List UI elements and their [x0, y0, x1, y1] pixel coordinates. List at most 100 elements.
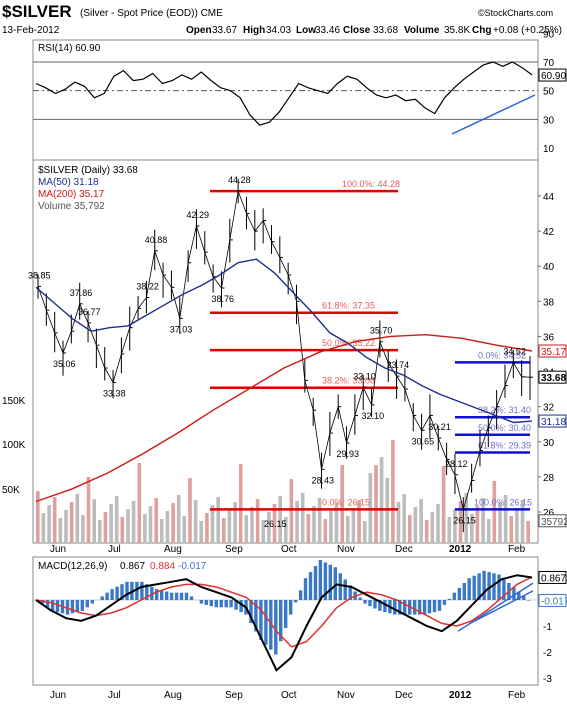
volume-bar: [165, 511, 170, 543]
volume-bar: [64, 510, 68, 543]
price-tick-label: 38: [543, 297, 555, 308]
macd-hist-bar: [467, 578, 471, 600]
fib-blue-label: 61.8%: 29.39: [478, 440, 531, 450]
volume-bar: [295, 501, 299, 543]
volume-bar: [419, 499, 423, 543]
macd-hist-bar: [65, 600, 70, 615]
rsi-value-badge: [538, 68, 567, 82]
volume-bar: [306, 514, 311, 543]
volume-bar: [58, 518, 63, 543]
volume-bar: [515, 508, 519, 543]
close-value: 33.68: [373, 25, 398, 36]
price-annotation: 29.93: [337, 449, 360, 459]
macd-hist-bar: [289, 600, 293, 615]
volume-bar: [391, 440, 395, 543]
volume-bar: [120, 517, 125, 543]
macd-hist-bar: [115, 586, 119, 600]
volume-bar: [379, 457, 384, 543]
macd-hist-bar: [219, 600, 223, 608]
volume-bar: [148, 506, 153, 543]
macd-hist-bar: [155, 589, 159, 600]
volume-bar: [188, 478, 192, 543]
price-annotation: 42.29: [186, 210, 209, 220]
macd-badge-label: -0.017: [541, 596, 567, 607]
price-annotation: 30.65: [412, 436, 435, 446]
macd-hist-bar: [120, 584, 124, 600]
volume-bar: [36, 491, 40, 543]
macd-badge-label: 0.867: [541, 573, 566, 584]
price-annotation: 34.52: [503, 346, 526, 356]
ma200-line: [35, 333, 533, 503]
volume-bar: [131, 501, 136, 543]
rsi-tick-label: 90: [543, 29, 555, 40]
macd-hist-bar: [145, 584, 149, 600]
ma200-legend: MA(200) 35.17: [38, 189, 105, 200]
macd-hist-bar: [279, 600, 283, 642]
volume-bar: [52, 497, 57, 543]
chg-value: +0.08 (+0.25%): [493, 25, 562, 36]
macd-hist-bar: [229, 600, 233, 608]
price-annotation: 28.43: [312, 475, 335, 485]
volume-bar: [436, 504, 440, 543]
chart-symbol: $SILVER: [2, 2, 72, 21]
macd-hist-bar: [373, 600, 377, 609]
macd-hist-bar: [358, 597, 362, 600]
volume-bar: [267, 512, 271, 543]
volume-bar: [171, 503, 175, 543]
macd-hist-bar: [209, 600, 213, 607]
price-annotation: 26.15: [264, 519, 287, 529]
volume-bar: [103, 512, 108, 543]
macd-trendline-2: [469, 590, 534, 625]
macd-hist-bar: [437, 600, 442, 611]
volume-bar: [464, 493, 468, 543]
ma50-line: [35, 258, 533, 424]
price-badge-label: 33.68: [541, 373, 566, 384]
price-x-label: Jul: [108, 544, 121, 555]
macd-hist-bar: [393, 600, 397, 615]
open-label: Open: [186, 25, 212, 36]
volume-bar: [481, 498, 485, 543]
open-value: 33.67: [212, 25, 237, 36]
macd-layer: -3-2-100.867-0.017JunJulAugSepOctNovDec2…: [33, 560, 567, 701]
macd-hist-bar: [214, 600, 218, 608]
rsi-tick-label: 10: [543, 144, 555, 155]
macd-hist-bar: [50, 600, 55, 611]
macd-hist-bar: [482, 570, 486, 600]
macd-legend-signal: 0.884: [150, 561, 175, 572]
chart-date: 13-Feb-2012: [2, 25, 60, 36]
fib-red-label: 61.8%: 37.35: [322, 301, 375, 311]
rsi-legend: RSI(14) 60.90: [38, 43, 101, 54]
price-annotation: 37.86: [70, 288, 93, 298]
price-tick-label: 44: [543, 192, 555, 203]
volume-tick-label: 50K: [2, 485, 20, 496]
macd-x-label: 2012: [449, 690, 472, 701]
macd-hist-bar: [239, 600, 243, 613]
macd-hist-bar: [75, 600, 80, 613]
volume-bar: [289, 479, 294, 543]
price-badge-label: 35792: [541, 517, 567, 528]
price-badge: [538, 414, 567, 428]
macd-hist-bar: [512, 587, 516, 600]
price-tick-label: 28: [543, 473, 555, 484]
volume-bar: [284, 517, 288, 543]
price-tick-label: 36: [543, 332, 555, 343]
macd-x-label: Dec: [395, 690, 413, 701]
macd-hist-bar: [517, 591, 521, 600]
volume-bar: [351, 508, 356, 543]
volume-bar: [92, 499, 96, 543]
macd-tick-label: -2: [543, 648, 552, 659]
volume-bar: [430, 512, 435, 543]
volume-bar: [447, 517, 452, 543]
macd-hist-bar: [55, 600, 60, 613]
volume-bar: [334, 503, 339, 543]
price-annotation: 35.70: [370, 326, 393, 336]
price-x-label: 2012: [449, 544, 472, 555]
macd-x-label: Sep: [225, 690, 243, 701]
rsi-value-label: 60.90: [541, 71, 566, 82]
volume-bar: [126, 509, 130, 543]
macd-hist-bar: [110, 589, 114, 600]
macd-hist-bar: [378, 600, 382, 611]
volume-bar: [222, 518, 226, 543]
volume-bar: [182, 516, 187, 543]
macd-hist-bar: [189, 596, 194, 600]
